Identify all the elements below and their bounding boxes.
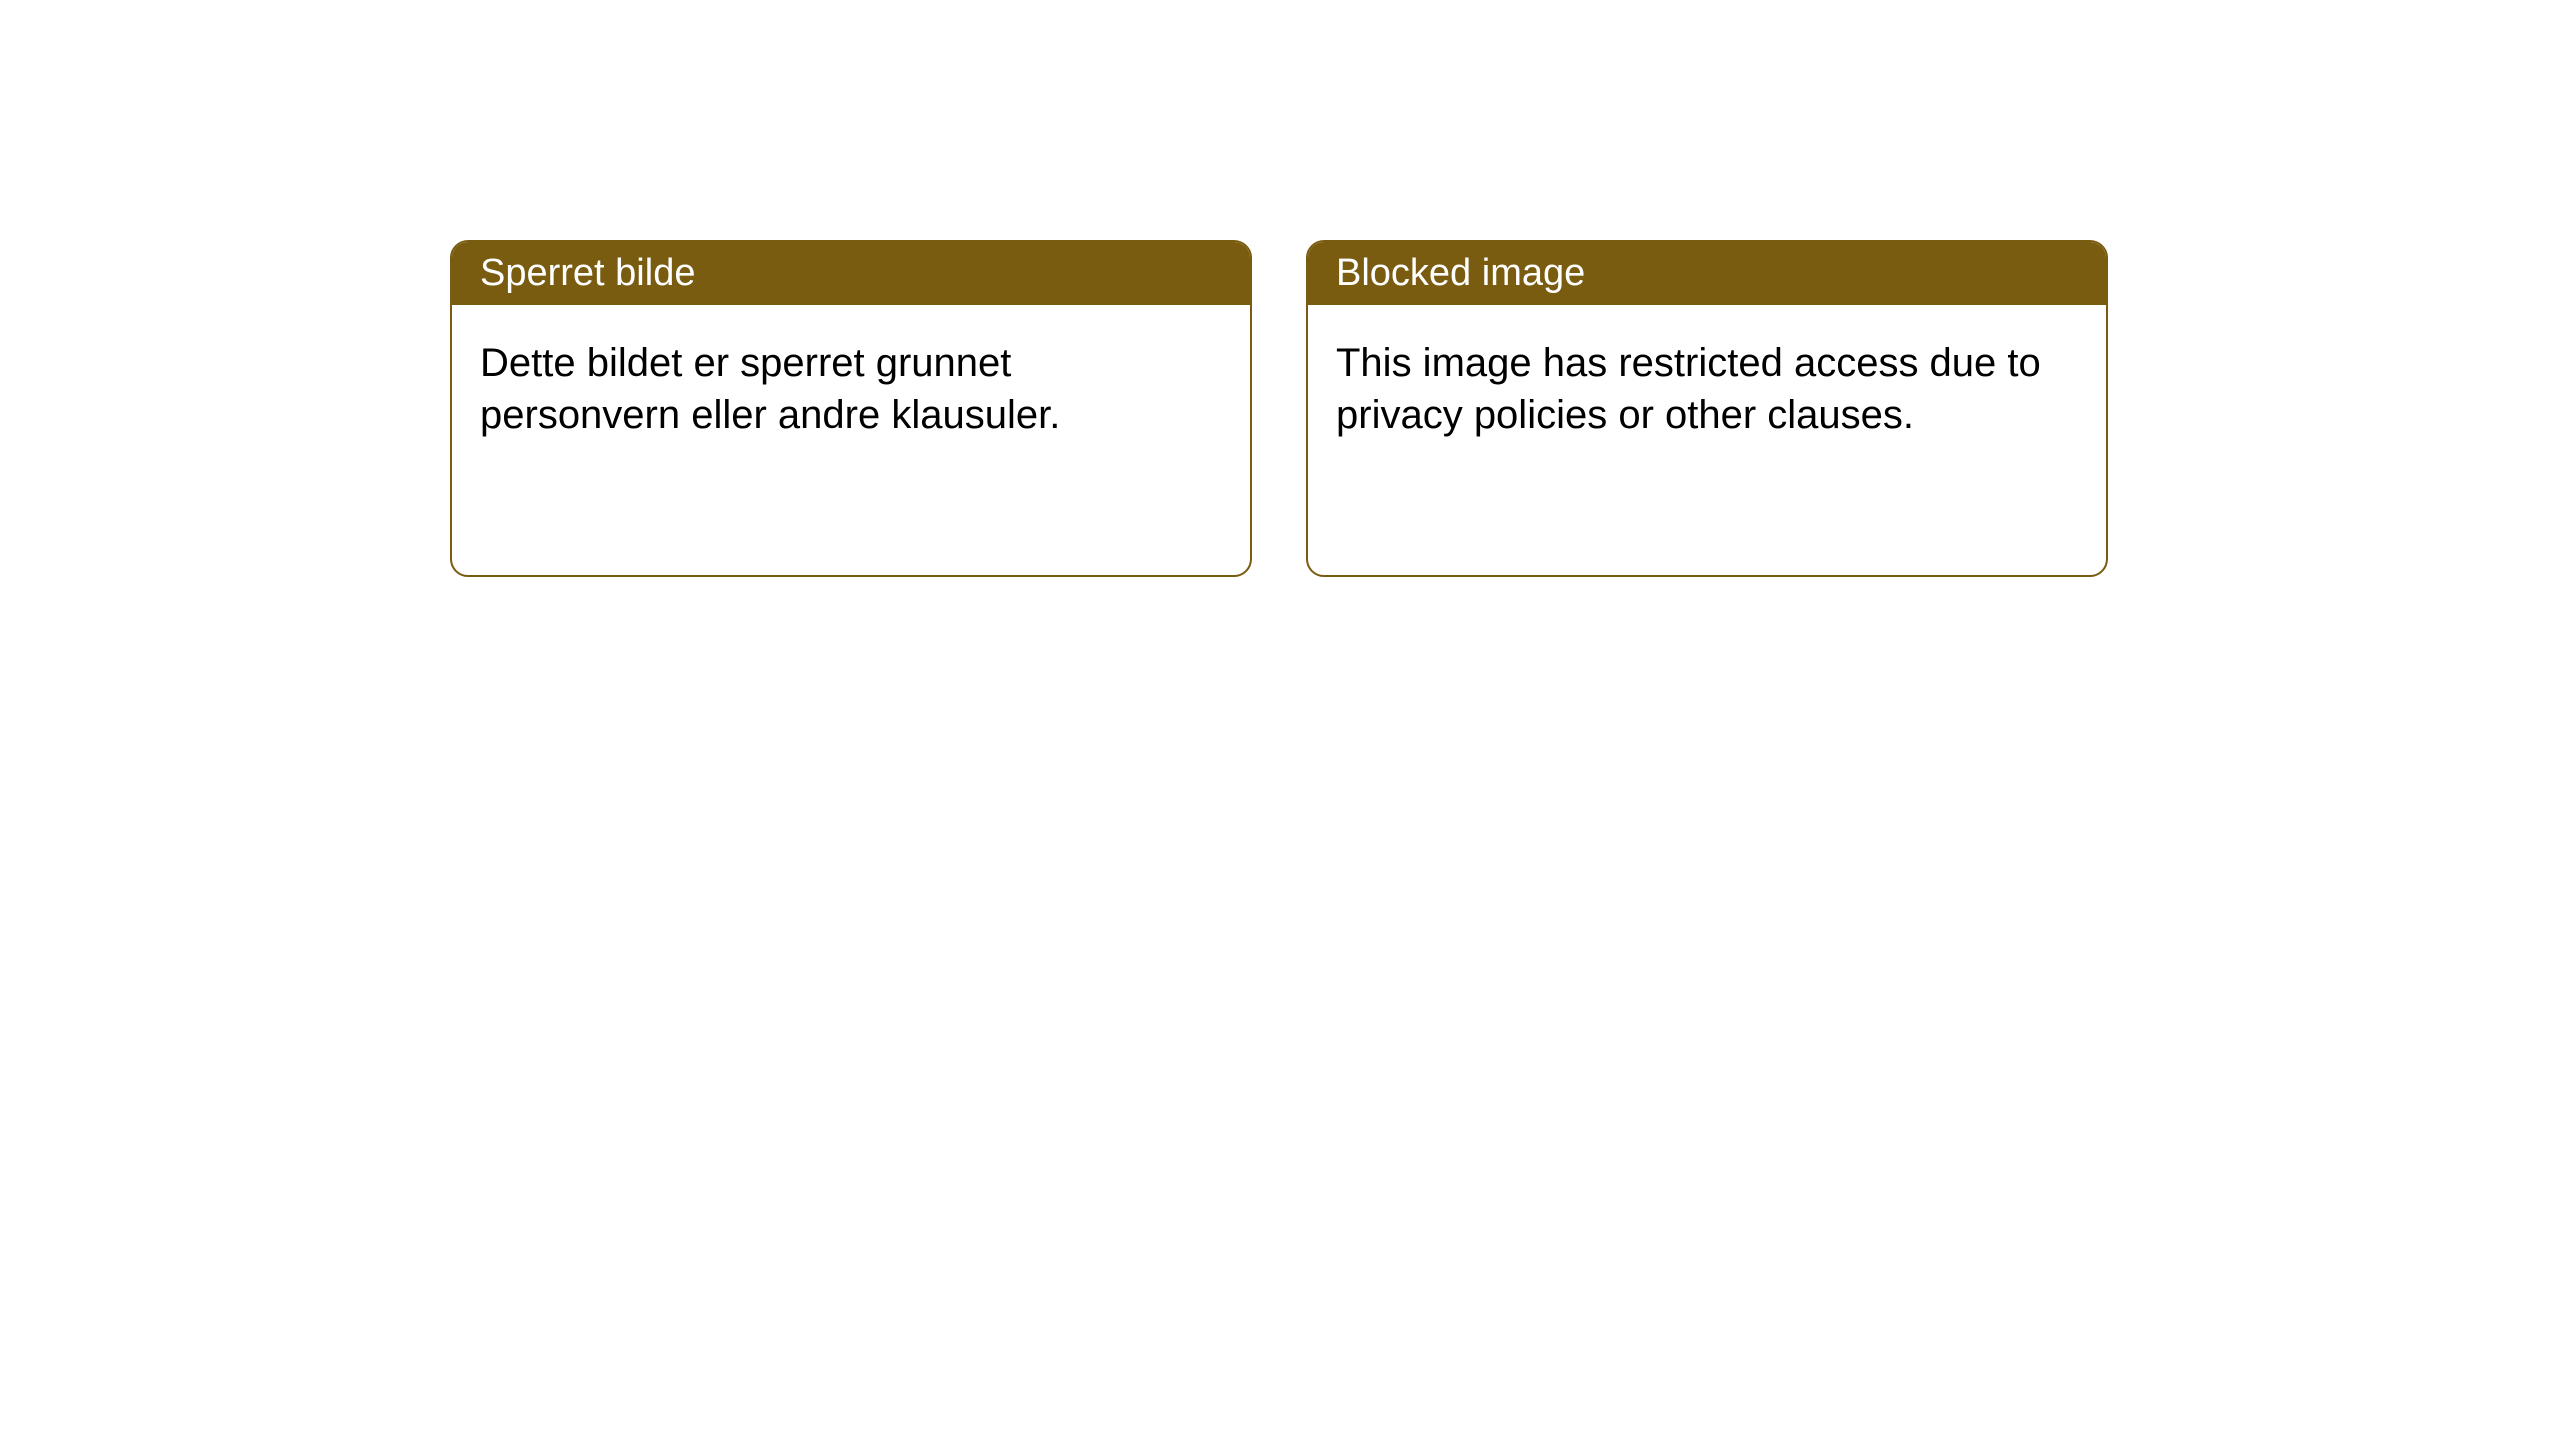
notice-card-english: Blocked image This image has restricted …: [1306, 240, 2108, 577]
card-body-text: Dette bildet er sperret grunnet personve…: [480, 341, 1060, 437]
card-body: Dette bildet er sperret grunnet personve…: [452, 305, 1250, 473]
notice-cards-container: Sperret bilde Dette bildet er sperret gr…: [0, 0, 2560, 577]
card-header: Sperret bilde: [452, 242, 1250, 305]
card-title: Blocked image: [1336, 252, 1585, 294]
card-body-text: This image has restricted access due to …: [1336, 341, 2041, 437]
card-body: This image has restricted access due to …: [1308, 305, 2106, 473]
notice-card-norwegian: Sperret bilde Dette bildet er sperret gr…: [450, 240, 1252, 577]
card-title: Sperret bilde: [480, 252, 695, 294]
card-header: Blocked image: [1308, 242, 2106, 305]
